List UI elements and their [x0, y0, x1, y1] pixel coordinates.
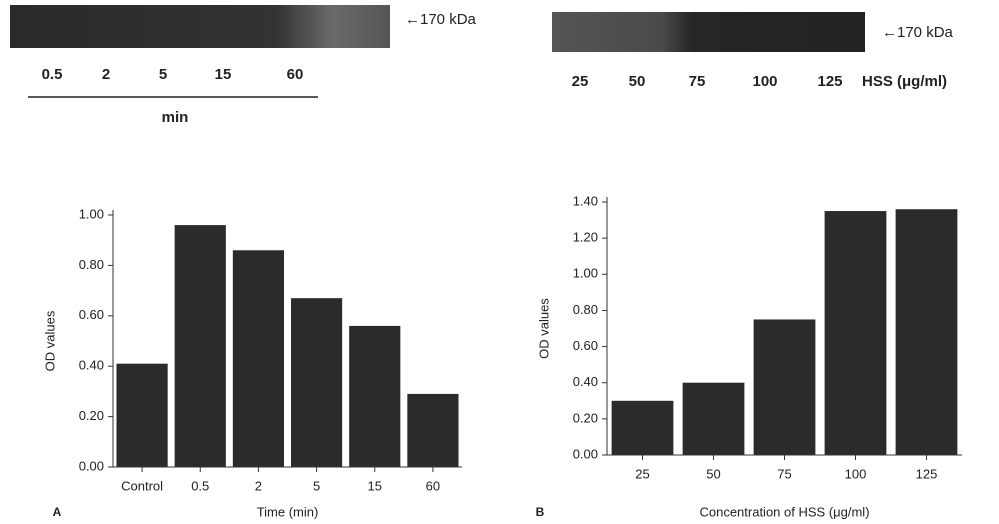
blot-unit: HSS (μg/ml) — [862, 73, 947, 90]
x-tick-label: 60 — [426, 478, 440, 493]
blot-marker: ←170 kDa — [405, 11, 477, 28]
y-tick-label: 0.20 — [573, 410, 598, 425]
blot-lane-label: 0.5 — [42, 66, 63, 83]
y-tick-label: 1.00 — [573, 266, 598, 281]
x-tick-label: Control — [121, 478, 163, 493]
x-tick-label: 100 — [845, 466, 867, 481]
y-tick-label: 0.20 — [79, 408, 104, 423]
bar — [349, 326, 400, 467]
blot-lane-label: 100 — [752, 73, 777, 90]
y-tick-label: 0.40 — [573, 374, 598, 389]
x-tick-label: 25 — [635, 466, 649, 481]
panel-label: A — [53, 505, 62, 519]
blot-marker: ←170 kDa — [882, 24, 954, 41]
blot-lane-label: 15 — [215, 66, 232, 83]
bar — [612, 401, 674, 455]
figure: 0.000.200.400.600.801.00Control0.5251560… — [0, 0, 999, 524]
bar — [754, 319, 816, 455]
y-tick-label: 0.80 — [79, 257, 104, 272]
x-tick-label: 15 — [368, 478, 382, 493]
x-tick-label: 75 — [777, 466, 791, 481]
x-tick-label: 0.5 — [191, 478, 209, 493]
x-tick-label: 50 — [706, 466, 720, 481]
blot-lane-label: 75 — [689, 73, 706, 90]
bar — [896, 209, 958, 455]
blot-lane-label: 60 — [287, 66, 304, 83]
blot-lane-label: 2 — [102, 66, 110, 83]
x-tick-label: 2 — [255, 478, 262, 493]
y-axis-label: OD values — [42, 310, 57, 371]
bar — [233, 250, 284, 467]
bar — [175, 225, 226, 467]
blot-lane-label: 5 — [159, 66, 167, 83]
y-tick-label: 1.20 — [573, 230, 598, 245]
y-tick-label: 1.00 — [79, 206, 104, 221]
y-tick-label: 0.00 — [79, 458, 104, 473]
y-tick-label: 0.60 — [573, 338, 598, 353]
y-tick-label: 0.60 — [79, 307, 104, 322]
bar — [407, 394, 458, 467]
bar — [291, 298, 342, 467]
x-axis-label: Time (min) — [257, 504, 319, 519]
blot-lane-label: 25 — [572, 73, 589, 90]
y-tick-label: 1.40 — [573, 193, 598, 208]
bar — [683, 383, 745, 455]
bar — [825, 211, 887, 455]
x-tick-label: 5 — [313, 478, 320, 493]
bar — [116, 364, 167, 467]
x-tick-label: 125 — [916, 466, 938, 481]
panel-label: B — [536, 505, 545, 519]
western-blot — [10, 5, 390, 48]
y-axis-label: OD values — [536, 298, 551, 359]
blot-lane-label: 50 — [629, 73, 646, 90]
y-tick-label: 0.00 — [573, 446, 598, 461]
blot-unit: min — [162, 109, 189, 126]
y-tick-label: 0.80 — [573, 302, 598, 317]
y-tick-label: 0.40 — [79, 358, 104, 373]
western-blot — [552, 12, 865, 52]
x-axis-label: Concentration of HSS (μg/ml) — [699, 504, 869, 519]
blot-lane-label: 125 — [817, 73, 842, 90]
